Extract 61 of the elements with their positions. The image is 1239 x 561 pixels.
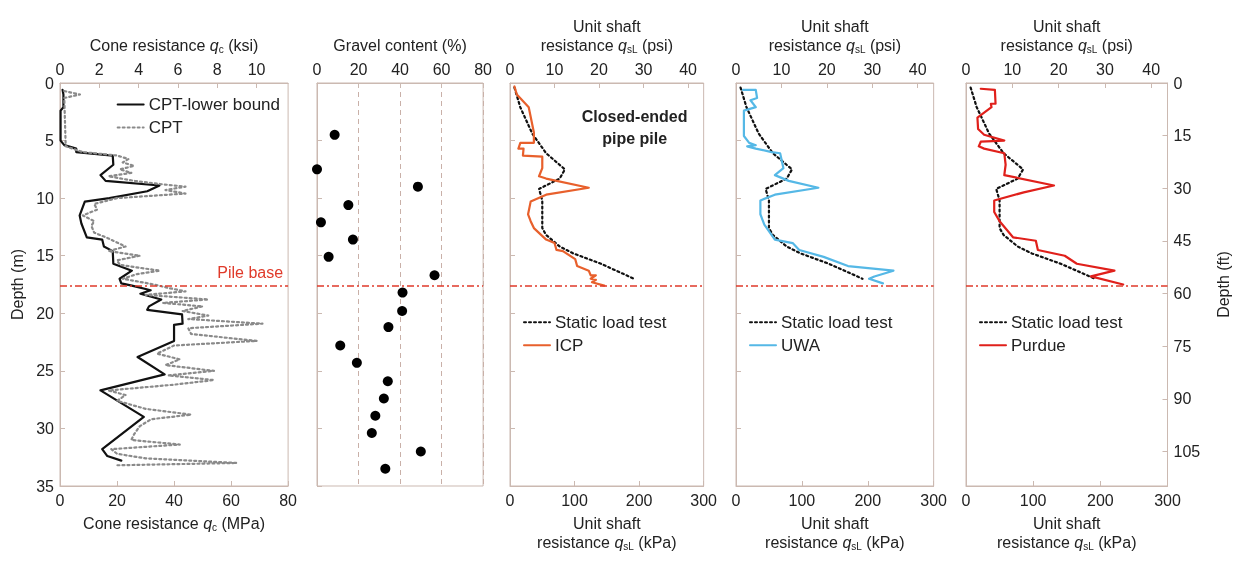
legend-label: Static load test [555,312,667,332]
x-tick-label: 100 [561,491,588,509]
y2-tick-label: 45 [1173,232,1192,250]
x-tick-label: 20 [349,60,368,78]
x-tick-label: 200 [1086,491,1114,509]
x2-tick-label: 10 [1003,60,1022,78]
x2-tick-label: 10 [545,60,564,78]
x-tick-label: 80 [474,60,493,78]
x-axis-title: Gravel content (%) [333,37,467,54]
legend-label: Purdue [1011,335,1066,355]
y2-tick-label: 75 [1173,337,1192,355]
x-tick-label: 40 [391,60,410,78]
x2-tick-label: 30 [634,60,653,78]
x-tick-label: 300 [690,491,718,509]
y-tick-label: 0 [45,74,55,92]
x2-tick-label: 30 [863,60,882,78]
x-tick-label: 200 [625,491,653,509]
x-tick-label: 300 [1154,491,1181,509]
x2-tick-label: 4 [134,60,144,78]
x2-tick-label: 2 [94,60,104,78]
y2-tick-label: 30 [1173,179,1192,197]
legend-label: UWA [781,335,821,355]
x2-tick-label: 8 [212,60,222,78]
y2-tick-label: 90 [1173,390,1192,408]
legend-label: ICP [555,335,584,355]
y-tick-label: 25 [36,362,55,380]
x-tick-label: 200 [854,491,882,509]
x2-tick-label: 10 [247,60,266,78]
y-tick-label: 30 [36,419,55,437]
x-tick-label: 40 [165,491,184,509]
y-tick-label: 15 [36,247,55,265]
x-tick-label: 0 [731,491,741,509]
x-tick-label: 60 [222,491,241,509]
x2-tick-label: 10 [772,60,791,78]
y-tick-label: 35 [36,477,55,495]
legend-label: CPT [148,118,183,137]
y2-tick-label: 60 [1173,285,1192,303]
legend-label: Static load test [781,312,893,332]
y-tick-label: 5 [45,132,55,150]
x-tick-label: 0 [961,491,971,509]
legend-label: Static load test [1011,312,1123,332]
y-tick-label: 10 [36,189,55,207]
legend-label: CPT-lower bound [148,95,280,114]
y2-tick-label: 0 [1173,74,1183,92]
x-tick-label: 0 [312,60,322,78]
x-tick-label: 20 [108,491,127,509]
x2-tick-label: 30 [1096,60,1114,78]
annotation: Closed-ended pipe pile [581,107,688,147]
x-tick-label: 300 [920,491,948,509]
y-axis-title: Depth (m) [8,248,26,321]
y2-axis-title: Depth (ft) [1214,251,1232,318]
x-tick-label: 100 [788,491,816,509]
y-tick-label: 20 [36,304,55,322]
y2-tick-label: 15 [1173,127,1192,145]
x2-tick-label: 6 [173,60,183,78]
x-tick-label: 0 [505,491,515,509]
x-tick-label: 80 [279,491,298,509]
ref-line-label: Pile base [217,264,284,282]
y2-tick-label: 105 [1173,443,1201,460]
x-tick-label: 100 [1019,491,1047,509]
x-tick-label: 60 [432,60,451,78]
